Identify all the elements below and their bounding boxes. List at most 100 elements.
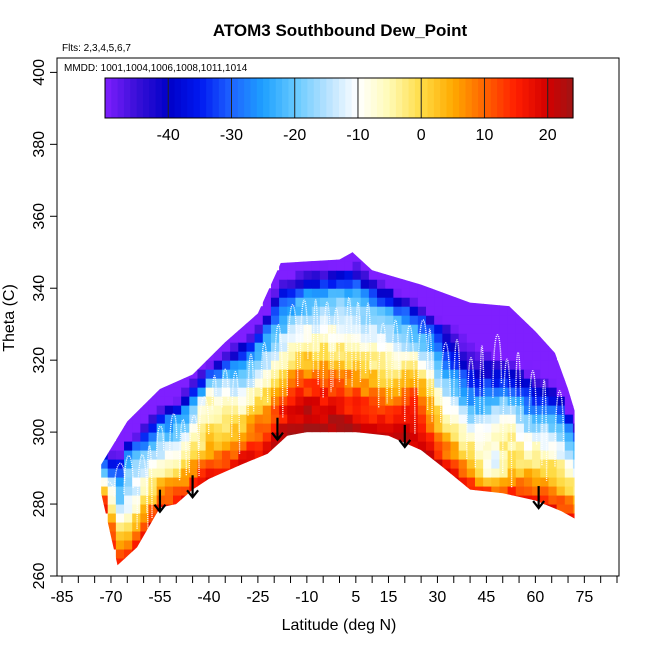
heatmap-cell bbox=[499, 315, 509, 325]
colorbar-cell bbox=[294, 78, 302, 118]
heatmap-cell bbox=[377, 297, 386, 307]
heatmap-cell bbox=[507, 324, 517, 334]
heatmap-cell bbox=[466, 459, 476, 469]
y-axis-label: Theta (C) bbox=[1, 284, 18, 352]
heatmap-cell bbox=[303, 297, 313, 307]
heatmap-cell bbox=[173, 504, 182, 514]
flight-trace bbox=[355, 301, 362, 383]
heatmap-cell bbox=[279, 333, 288, 343]
heatmap-cell bbox=[466, 351, 476, 361]
heatmap-cell bbox=[221, 351, 231, 361]
x-tick-label: 45 bbox=[478, 589, 496, 606]
heatmap-cell bbox=[148, 423, 158, 433]
heatmap-cell bbox=[458, 468, 468, 478]
heatmap-cell bbox=[377, 351, 386, 361]
heatmap-cell bbox=[417, 405, 427, 415]
heatmap-cell bbox=[499, 468, 509, 478]
heatmap-cell bbox=[344, 279, 354, 289]
heatmap-cell bbox=[507, 369, 517, 379]
heatmap-cell bbox=[279, 441, 288, 451]
heatmap-cell bbox=[344, 432, 354, 442]
heatmap-cell bbox=[572, 495, 575, 505]
heatmap-cell bbox=[540, 459, 549, 469]
heatmap-cell bbox=[287, 297, 296, 307]
heatmap-cell bbox=[523, 378, 533, 388]
heatmap-cell bbox=[409, 396, 419, 406]
heatmap-cell bbox=[474, 468, 484, 478]
heatmap-cell bbox=[173, 450, 182, 460]
heatmap-cell bbox=[483, 486, 492, 496]
heatmap-cell bbox=[181, 369, 190, 379]
heatmap-cell bbox=[230, 351, 239, 361]
heatmap-cell bbox=[507, 342, 517, 352]
heatmap-cell bbox=[499, 369, 509, 379]
heatmap-cell bbox=[107, 495, 117, 505]
heatmap-cell bbox=[507, 432, 517, 442]
heatmap-cell bbox=[140, 513, 150, 523]
heatmap-cell bbox=[417, 396, 427, 406]
heatmap-cell bbox=[221, 468, 231, 478]
heatmap-cell bbox=[352, 396, 362, 406]
heatmap-cell bbox=[442, 315, 451, 325]
heatmap-cell bbox=[393, 432, 403, 442]
heatmap-cell bbox=[197, 486, 207, 496]
heatmap-cell bbox=[491, 432, 500, 442]
heatmap-cell bbox=[205, 378, 215, 388]
heatmap-cell bbox=[426, 405, 435, 415]
heatmap-cell bbox=[279, 324, 288, 334]
heatmap-cell bbox=[507, 387, 517, 397]
heatmap-cell bbox=[360, 279, 370, 289]
heatmap-cell bbox=[344, 396, 354, 406]
heatmap-cell bbox=[540, 477, 549, 487]
heatmap-cell bbox=[107, 540, 117, 550]
heatmap-cell bbox=[442, 297, 451, 307]
heatmap-cell bbox=[173, 369, 182, 379]
heatmap-cell bbox=[483, 495, 492, 505]
heatmap-cell bbox=[385, 270, 394, 280]
heatmap-cell bbox=[450, 333, 460, 343]
heatmap-cell bbox=[205, 351, 215, 361]
heatmap-cell bbox=[548, 459, 558, 469]
heatmap-cell bbox=[205, 423, 215, 433]
heatmap-cell bbox=[270, 378, 280, 388]
heatmap-cell bbox=[442, 333, 451, 343]
heatmap-cell bbox=[328, 288, 337, 298]
heatmap-cell bbox=[311, 315, 321, 325]
heatmap-cell bbox=[515, 423, 525, 433]
heatmap-cell bbox=[540, 342, 549, 352]
heatmap-cell bbox=[132, 468, 141, 478]
colorbar-cell bbox=[452, 78, 460, 118]
heatmap-cell bbox=[295, 378, 305, 388]
heatmap-cell bbox=[254, 459, 264, 469]
colorbar-tick-label: -20 bbox=[283, 127, 306, 144]
heatmap-cell bbox=[393, 378, 403, 388]
heatmap-cell bbox=[107, 450, 117, 460]
heatmap-cell bbox=[205, 477, 215, 487]
heatmap-cell bbox=[344, 252, 354, 253]
heatmap-cell bbox=[270, 423, 280, 433]
heatmap-cell bbox=[238, 450, 247, 460]
heatmap-cell bbox=[450, 405, 460, 415]
heatmap-cell bbox=[287, 369, 296, 379]
heatmap-cell bbox=[564, 477, 574, 487]
heatmap-cell bbox=[458, 459, 468, 469]
heatmap-cell bbox=[491, 360, 500, 370]
heatmap-cell bbox=[156, 405, 166, 415]
heatmap-cell bbox=[474, 333, 484, 343]
heatmap-cell bbox=[197, 360, 207, 370]
heatmap-cell bbox=[360, 315, 370, 325]
heatmap-cell bbox=[499, 423, 509, 433]
heatmap-cell bbox=[287, 333, 296, 343]
heatmap-cell bbox=[132, 522, 141, 532]
heatmap-cell bbox=[523, 387, 533, 397]
colorbar-cell bbox=[199, 78, 207, 118]
heatmap-cell bbox=[466, 450, 476, 460]
heatmap-cell bbox=[556, 441, 566, 451]
heatmap-cell bbox=[523, 450, 533, 460]
heatmap-cell bbox=[221, 396, 231, 406]
colorbar-cell bbox=[497, 78, 505, 118]
flight-trace bbox=[155, 425, 165, 457]
heatmap-cell bbox=[515, 306, 525, 316]
heatmap-cell bbox=[540, 405, 549, 415]
heatmap-cell bbox=[148, 468, 158, 478]
